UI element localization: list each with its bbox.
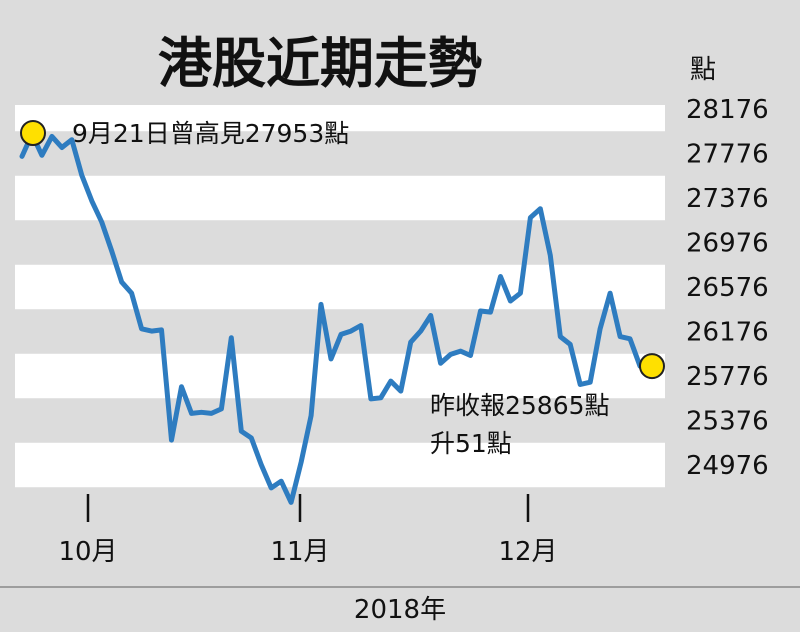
- x-tick-label: 11月: [270, 537, 329, 567]
- y-tick-label: 27376: [686, 184, 769, 214]
- annotation-close: 昨收報25865點: [430, 391, 610, 420]
- x-tick-label: 12月: [498, 537, 557, 567]
- x-axis-label: 2018年: [354, 595, 446, 625]
- annotation-change: 升51點: [430, 429, 512, 458]
- y-tick-label: 27776: [686, 140, 769, 170]
- y-tick-label: 28176: [686, 95, 769, 125]
- x-tick-label: 10月: [58, 537, 117, 567]
- marker-close: [639, 353, 665, 380]
- grid-band: [15, 309, 665, 354]
- y-tick-label: 25376: [686, 407, 769, 437]
- y-tick-labels: 28176 27776 27376 26976 26576 26176 25776 25376…: [686, 95, 769, 481]
- grid-band: [15, 131, 665, 176]
- x-ticks: 10月 11月 12月: [58, 494, 558, 567]
- y-tick-label: 26576: [686, 273, 769, 303]
- y-tick-label: 26976: [686, 229, 769, 259]
- y-tick-label: 26176: [686, 318, 769, 348]
- y-tick-label: 24976: [686, 451, 769, 481]
- chart-title: 港股近期走勢: [158, 31, 482, 95]
- y-axis-label: 點: [690, 55, 716, 85]
- grid-band: [15, 398, 665, 443]
- y-tick-label: 25776: [686, 362, 769, 392]
- grid-band: [15, 487, 665, 513]
- series-line: [19, 131, 643, 505]
- marker-high: [20, 120, 46, 146]
- grid-band: [15, 220, 665, 265]
- annotation-high: 9月21日曾高見27953點: [72, 119, 349, 148]
